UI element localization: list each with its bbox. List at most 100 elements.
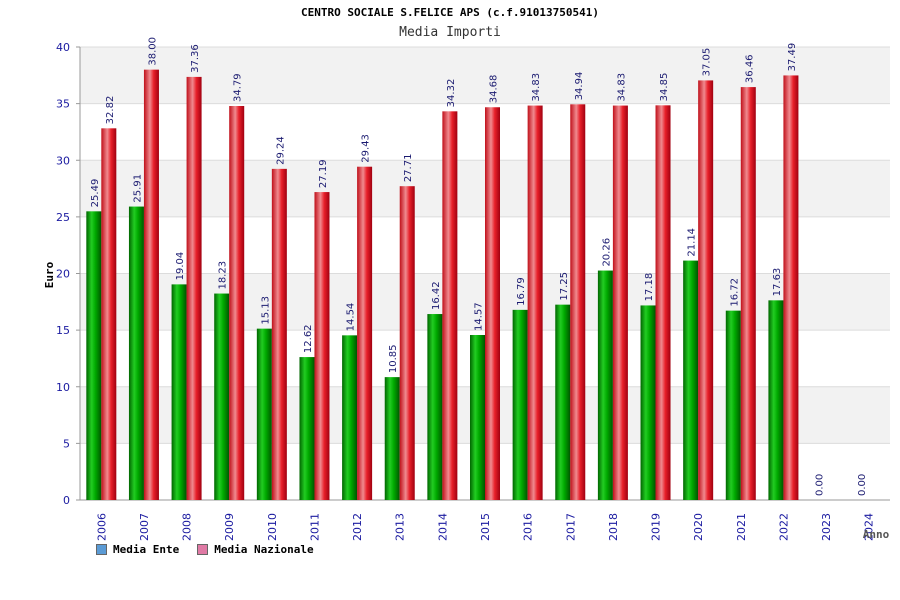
x-tick-label: 2009 xyxy=(223,513,236,541)
data-label: 25.49 xyxy=(90,179,101,208)
data-label: 16.79 xyxy=(516,277,527,306)
data-label: 25.91 xyxy=(132,174,143,203)
legend-label: Media Ente xyxy=(113,543,180,556)
data-label: 38.00 xyxy=(147,37,158,66)
bar-media-nazionale xyxy=(229,106,245,501)
y-tick-label: 40 xyxy=(56,41,70,54)
data-label: 32.82 xyxy=(105,96,116,125)
bar-media-nazionale xyxy=(442,111,458,501)
data-label: 34.83 xyxy=(616,73,627,102)
legend-label: Media Nazionale xyxy=(214,543,314,556)
x-tick-label: 2020 xyxy=(692,513,705,541)
data-label: 29.24 xyxy=(275,136,286,165)
bar-media-nazionale xyxy=(740,87,756,500)
bar-media-ente xyxy=(171,284,187,500)
x-tick-label: 2015 xyxy=(479,513,492,541)
y-tick-label: 0 xyxy=(63,494,70,507)
x-tick-label: 2007 xyxy=(138,513,151,541)
data-label: 19.04 xyxy=(175,252,186,281)
legend-item-media-nazionale: Media Nazionale xyxy=(197,543,314,556)
x-tick-label: 2023 xyxy=(820,513,833,541)
bar-media-nazionale xyxy=(783,75,799,500)
data-label: 14.57 xyxy=(474,302,485,331)
bar-media-ente xyxy=(86,211,102,500)
bar-media-nazionale xyxy=(357,166,373,500)
legend: Media Ente Media Nazionale xyxy=(96,543,314,556)
data-label: 12.62 xyxy=(303,324,314,353)
bar-media-nazionale xyxy=(399,186,415,500)
x-tick-label: 2011 xyxy=(308,513,321,541)
y-tick-label: 15 xyxy=(56,324,70,337)
bars xyxy=(86,69,799,501)
bar-media-nazionale xyxy=(698,80,714,500)
x-axis-label: Anno xyxy=(863,528,890,541)
data-label: 0.00 xyxy=(857,474,868,496)
data-label: 37.49 xyxy=(787,43,798,72)
data-label: 34.68 xyxy=(489,75,500,104)
y-tick-label: 10 xyxy=(56,381,70,394)
data-label: 10.85 xyxy=(388,344,399,373)
data-label: 34.83 xyxy=(531,73,542,102)
x-tick-label: 2018 xyxy=(607,513,620,541)
bar-media-ente xyxy=(214,293,230,500)
data-label: 20.26 xyxy=(601,238,612,267)
y-tick-label: 30 xyxy=(56,154,70,167)
data-label: 17.25 xyxy=(559,272,570,301)
chart-subtitle: Media Importi xyxy=(399,25,501,40)
data-label: 16.72 xyxy=(729,278,740,307)
x-tick-label: 2024 xyxy=(863,513,876,541)
data-label: 17.18 xyxy=(644,273,655,302)
x-tick-label: 2016 xyxy=(522,513,535,541)
bar-media-ente xyxy=(597,270,613,500)
x-tick-label: 2022 xyxy=(777,513,790,541)
bar-media-ente xyxy=(427,314,443,500)
bar-media-ente xyxy=(512,309,528,500)
data-label: 34.79 xyxy=(233,73,244,102)
x-tick-label: 2017 xyxy=(564,513,577,541)
bar-media-ente xyxy=(640,305,656,500)
data-label: 37.05 xyxy=(702,48,713,77)
bar-media-nazionale xyxy=(101,128,117,500)
x-tick-label: 2019 xyxy=(650,513,663,541)
y-tick-label: 25 xyxy=(56,211,70,224)
data-label: 18.23 xyxy=(218,261,229,290)
data-label: 36.46 xyxy=(744,54,755,83)
bar-media-ente xyxy=(299,357,315,500)
legend-swatch xyxy=(96,544,107,555)
bar-media-ente xyxy=(555,304,571,500)
bar-media-ente xyxy=(683,260,699,500)
data-label: 34.32 xyxy=(446,79,457,108)
x-tick-label: 2014 xyxy=(436,513,449,541)
data-label: 27.19 xyxy=(318,159,329,188)
y-axis-label: Euro xyxy=(43,261,56,288)
bar-media-nazionale xyxy=(612,105,628,501)
bar-media-nazionale xyxy=(271,168,287,500)
data-label: 0.00 xyxy=(815,474,826,496)
bar-media-nazionale xyxy=(143,69,159,501)
x-tick-label: 2012 xyxy=(351,513,364,541)
x-tick-label: 2013 xyxy=(394,513,407,541)
x-tick-label: 2006 xyxy=(95,513,108,541)
data-label: 15.13 xyxy=(260,296,271,325)
bar-media-nazionale xyxy=(655,105,671,500)
bar-media-ente xyxy=(256,328,272,500)
x-tick-label: 2021 xyxy=(735,513,748,541)
data-label: 16.42 xyxy=(431,281,442,310)
data-label: 21.14 xyxy=(687,228,698,257)
data-label: 17.63 xyxy=(772,268,783,297)
y-tick-label: 35 xyxy=(56,98,70,111)
bar-media-ente xyxy=(725,310,741,500)
bar-media-ente xyxy=(128,206,144,500)
data-label: 37.36 xyxy=(190,44,201,73)
data-label: 34.94 xyxy=(574,72,585,101)
bar-media-ente xyxy=(384,377,400,500)
bar-media-nazionale xyxy=(485,107,500,501)
data-label: 14.54 xyxy=(346,303,357,332)
data-labels: 25.49 32.82 25.91 38.00 19.04 37.36 18.23 34.79… xyxy=(90,37,868,496)
data-label: 34.85 xyxy=(659,73,670,102)
bar-media-ente xyxy=(768,300,784,500)
legend-swatch xyxy=(197,544,209,555)
bar-media-nazionale xyxy=(186,76,202,500)
data-label: 29.43 xyxy=(361,134,372,163)
